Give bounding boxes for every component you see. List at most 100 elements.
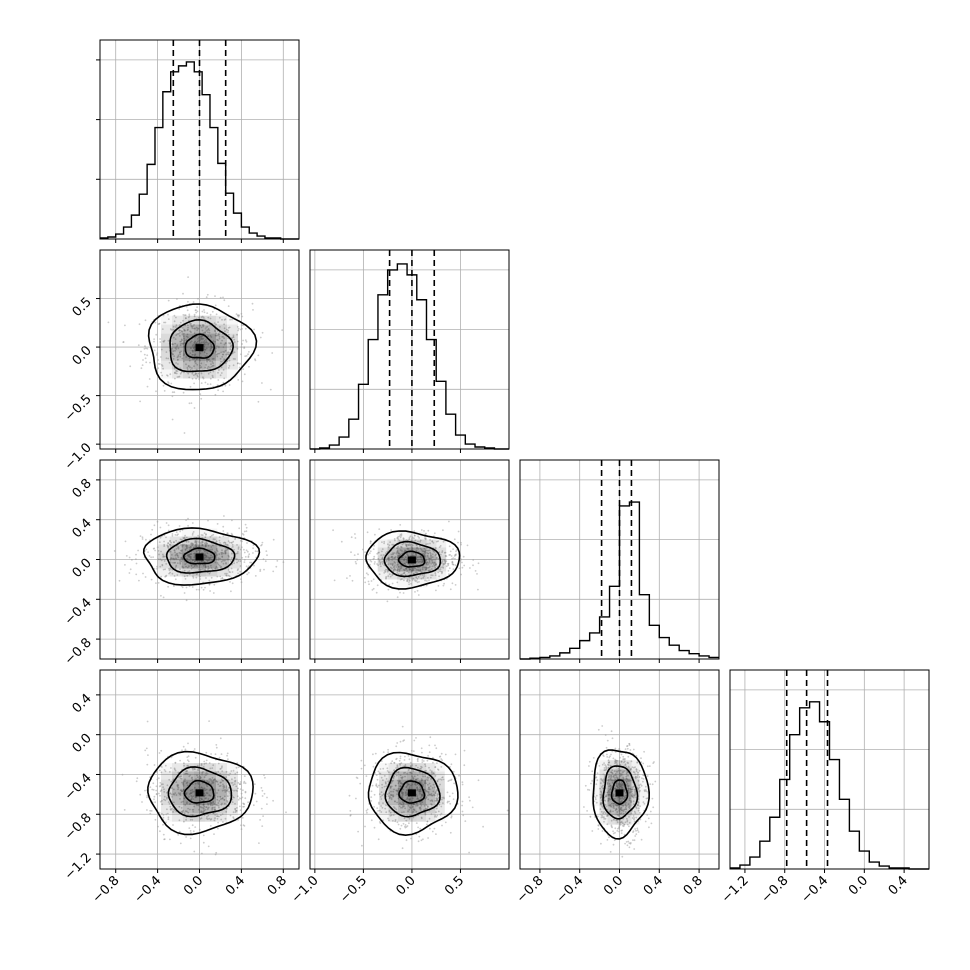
density-cell — [426, 539, 437, 548]
sample-point — [186, 547, 188, 549]
sample-point — [649, 783, 652, 785]
gridlines — [310, 460, 509, 659]
sample-point — [210, 564, 212, 567]
sample-point — [163, 321, 165, 324]
sample-point — [439, 755, 442, 758]
sample-point — [155, 793, 158, 795]
sample-point — [173, 562, 176, 564]
sample-point — [172, 824, 174, 826]
sample-point — [205, 550, 208, 553]
sample-point — [397, 568, 399, 571]
sample-point — [200, 586, 203, 589]
sample-point — [182, 314, 185, 316]
x-tick-label: −0.4 — [554, 873, 587, 906]
sample-point — [355, 562, 358, 565]
sample-point — [240, 581, 243, 584]
sample-point — [205, 751, 208, 754]
sample-point — [198, 358, 201, 360]
sample-point — [222, 785, 225, 788]
density-cell — [182, 529, 194, 537]
sample-point — [597, 828, 600, 830]
sample-point — [429, 736, 432, 739]
sample-point — [435, 553, 438, 556]
sample-point — [214, 561, 217, 564]
sample-point — [220, 753, 223, 755]
sample-point — [422, 576, 425, 579]
sample-point — [378, 573, 381, 576]
sample-point — [652, 806, 655, 809]
sample-point — [226, 543, 229, 546]
sample-point — [400, 534, 403, 537]
histogram-steps — [100, 61, 299, 240]
sample-point — [449, 831, 452, 834]
sample-point — [625, 841, 628, 843]
sample-point — [180, 544, 183, 546]
sample-point — [417, 594, 420, 596]
sample-point — [190, 777, 193, 779]
sample-point — [612, 832, 615, 835]
panel-frame — [309, 249, 510, 450]
density-cell — [615, 760, 624, 770]
sample-point — [204, 366, 207, 369]
sample-point — [167, 524, 170, 527]
sample-point — [395, 745, 398, 748]
sample-point — [408, 536, 411, 539]
sample-point — [163, 769, 166, 771]
sample-point — [380, 554, 383, 556]
density-cell — [161, 804, 172, 814]
sample-point — [471, 806, 474, 809]
sample-point — [215, 780, 218, 783]
sample-point — [181, 357, 184, 360]
sample-point — [197, 338, 199, 340]
density-cell — [217, 544, 230, 553]
density-contour — [182, 547, 216, 565]
sample-point — [175, 324, 178, 327]
sample-point — [414, 591, 416, 593]
sample-point — [199, 575, 202, 578]
sample-point — [183, 335, 185, 337]
sample-point — [183, 592, 186, 594]
sample-point — [206, 772, 209, 775]
sample-point — [415, 822, 418, 824]
sample-point — [237, 379, 240, 381]
sample-point — [451, 582, 454, 585]
sample-point — [182, 360, 185, 363]
sample-point — [216, 554, 218, 556]
sample-point — [389, 541, 391, 543]
sample-point — [191, 789, 194, 791]
sample-point — [171, 533, 174, 535]
sample-point — [433, 561, 436, 564]
sample-point — [196, 306, 199, 308]
sample-point — [233, 338, 236, 341]
sample-point — [395, 566, 398, 568]
sample-point — [415, 549, 418, 552]
sample-point — [178, 525, 181, 527]
sample-point — [387, 575, 390, 577]
sample-point — [412, 552, 415, 554]
sample-point — [210, 567, 213, 569]
sample-point — [622, 758, 625, 761]
sample-point — [455, 550, 457, 553]
sample-point — [206, 785, 209, 788]
sample-point — [183, 339, 186, 342]
sample-point — [364, 551, 366, 553]
sample-point — [406, 580, 409, 583]
sample-point — [136, 777, 139, 780]
sample-point — [437, 557, 440, 560]
sample-point — [194, 756, 197, 759]
sample-point — [212, 538, 215, 541]
sample-point — [175, 531, 178, 534]
sample-point — [213, 583, 216, 586]
sample-point — [169, 838, 171, 841]
sample-point — [205, 341, 207, 344]
sample-point — [227, 353, 230, 356]
density-cell — [379, 779, 389, 789]
sample-point — [159, 785, 161, 788]
sample-point — [379, 561, 382, 564]
density-cell — [205, 536, 218, 545]
sample-point — [184, 748, 187, 751]
sample-point — [452, 770, 455, 773]
sample-point — [370, 580, 373, 582]
sample-point — [215, 332, 218, 335]
sample-point — [435, 589, 437, 592]
